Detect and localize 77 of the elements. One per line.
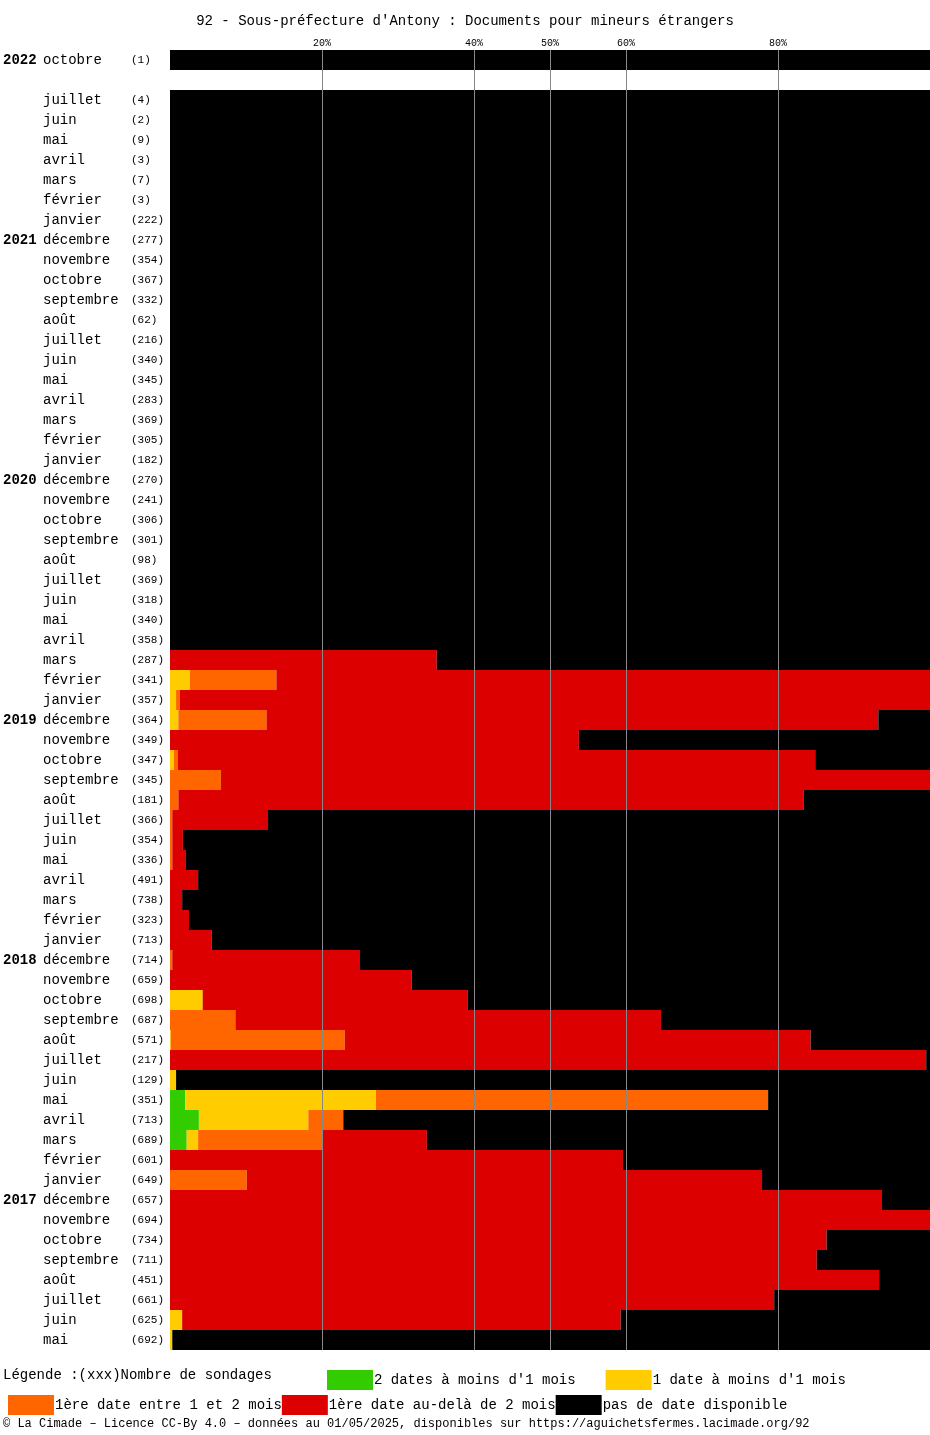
category-label: février (323) [43,912,165,928]
category-label: novembre (354) [43,252,165,268]
category-label: janvier (222) [43,212,165,228]
category-label: août (62) [43,312,158,328]
y-tick-label: septembre (301) [43,532,165,548]
category-label: mars (689) [43,1132,165,1148]
legend-label: 1ère date entre 1 et 2 mois [55,1397,282,1413]
category-label: juin (625) [43,1312,165,1328]
category-label: avril (491) [43,872,165,888]
category-label: mai (336) [43,852,165,868]
y-tick-label: septembre (345) [43,772,165,788]
x-tick-label: 50% [540,37,560,49]
category-label: février (341) [43,672,165,688]
chart-title: 92 - Sous-préfecture d'Antony : Documents pour mineurs étrangers [196,13,734,29]
legend-label: pas de date disponible [602,1397,788,1413]
category-label: août (451) [43,1272,165,1288]
category-label: juillet (4) [43,92,151,108]
category-label: avril (283) [43,392,165,408]
category-label: novembre (659) [43,972,165,988]
category-label: juillet (366) [43,812,165,828]
text: Légende :(xxx)Nombre de sondages [3,1367,272,1383]
category-label: avril (3) [43,152,151,168]
category-label: février (305) [43,432,165,448]
category-label: janvier (182) [43,452,165,468]
x-tick-label: 80% [768,37,788,49]
category-label: février (601) [43,1152,165,1168]
category-label: 2021 décembre (277) [3,232,165,248]
category-label: 2020 décembre (270) [3,472,165,488]
category-label: mai (351) [43,1092,165,1108]
category-label: juillet (216) [43,332,165,348]
category-label: novembre (694) [43,1212,165,1228]
x-tick-label: 60% [616,37,636,49]
category-label: juin (354) [43,832,165,848]
category-label: mai (340) [43,612,165,628]
category-label: mars (738) [43,892,165,908]
category-label: août (181) [43,792,165,808]
category-label: juillet (661) [43,1292,165,1308]
category-label: juin (340) [43,352,165,368]
category-label: janvier (649) [43,1172,165,1188]
category-label: octobre (347) [43,752,165,768]
category-label: août (571) [43,1032,165,1048]
category-label: mars (7) [43,172,151,188]
x-tick-label: 20% [312,37,332,49]
legend-label: 1ère date au-delà de 2 mois [328,1397,556,1413]
category-label: mai (9) [43,132,151,148]
category-label: février (3) [43,192,151,208]
category-label: novembre (349) [43,732,165,748]
category-label: juillet (217) [43,1052,165,1068]
category-label: mai (692) [43,1332,165,1348]
x-tick-label: 40% [464,37,484,49]
category-label: août (98) [43,552,158,568]
y-tick-label: septembre (687) [43,1012,165,1028]
category-label: avril (358) [43,632,165,648]
category-label: mai (345) [43,372,165,388]
category-label: juin (2) [43,112,151,128]
category-label: novembre (241) [43,492,165,508]
category-label: 2022 octobre (1) [3,52,151,68]
legend-label: 2 dates à moins d'1 mois [374,1372,576,1388]
category-label: octobre (734) [43,1232,165,1248]
category-label: octobre (698) [43,992,165,1008]
category-label: 2019 décembre (364) [3,712,165,728]
category-label: mars (369) [43,412,165,428]
category-label: janvier (357) [43,692,165,708]
category-label: octobre (367) [43,272,165,288]
category-label: avril (713) [43,1112,165,1128]
category-label: juillet (369) [43,572,165,588]
y-tick-label: septembre (332) [43,292,165,308]
legend-label: 1 date à moins d'1 mois [652,1372,846,1388]
category-label: 2017 décembre (657) [3,1192,165,1208]
category-label: juin (129) [43,1072,165,1088]
text: © La Cimade – Licence CC-By 4.0 – données au 01/05/2025, disponibles sur https://aguichetsfermes.lacimade.org/92 [3,1417,810,1431]
category-label: octobre (306) [43,512,165,528]
category-label: janvier (713) [43,932,165,948]
category-label: juin (318) [43,592,165,608]
category-label: mars (287) [43,652,165,668]
y-tick-label: septembre (711) [43,1252,165,1268]
category-label: 2018 décembre (714) [3,952,165,968]
